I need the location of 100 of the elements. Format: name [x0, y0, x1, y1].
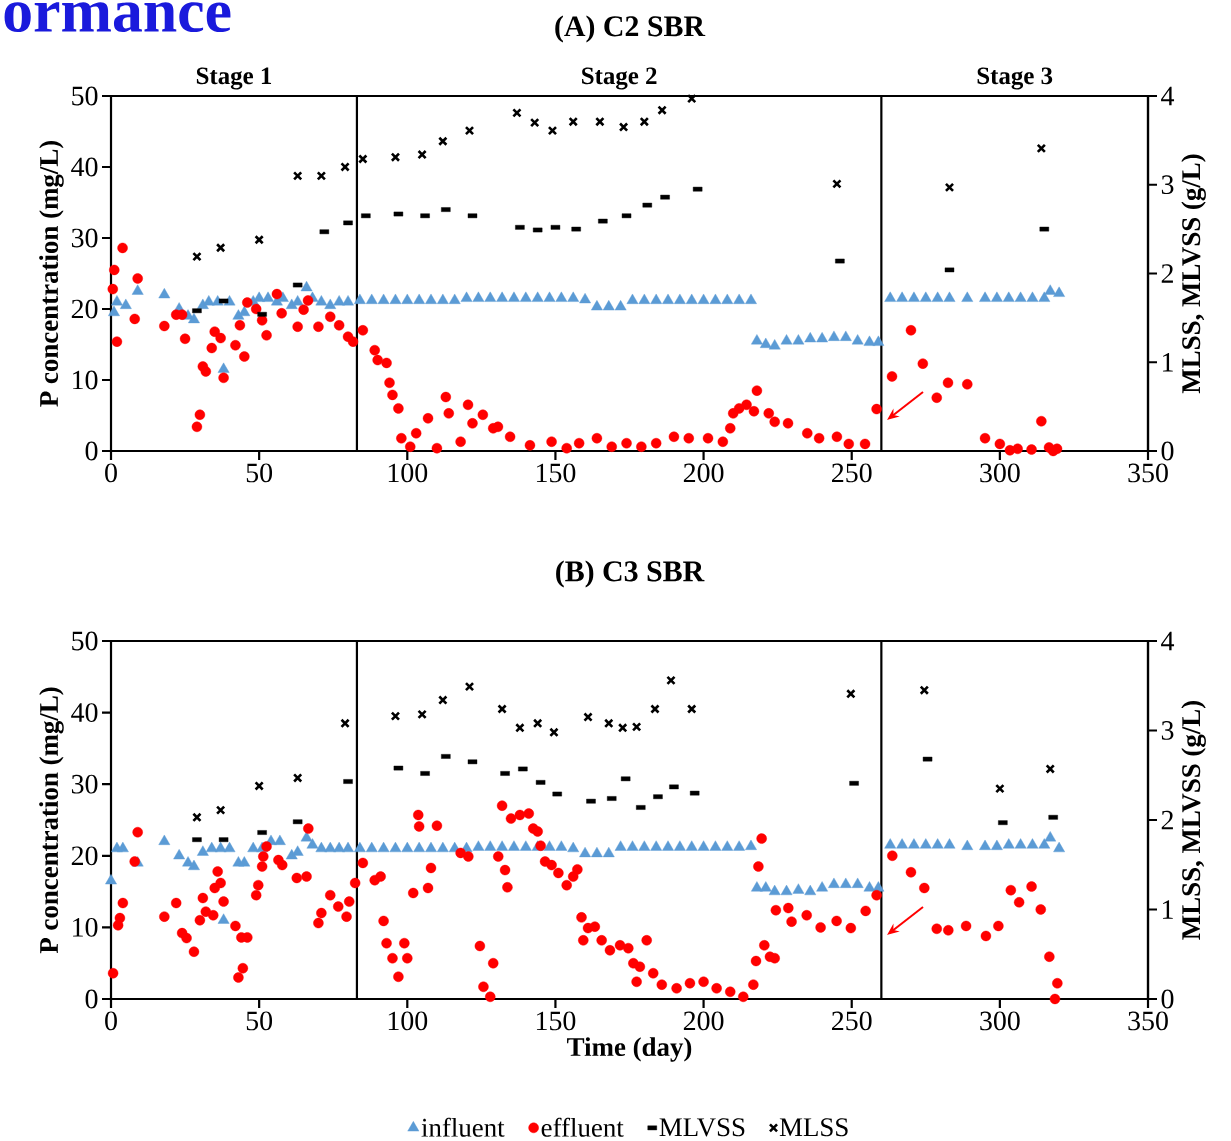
- y2-tick-label: 1: [1162, 900, 1173, 919]
- point: [686, 704, 697, 714]
- point: [686, 93, 697, 104]
- x-axis-title: Time (day): [567, 1037, 692, 1062]
- point: [292, 171, 303, 181]
- point: [464, 681, 475, 692]
- y-tick-label: 30: [71, 228, 98, 248]
- point: [390, 152, 401, 163]
- point: [192, 812, 202, 823]
- point: [497, 704, 507, 714]
- point: [1045, 764, 1056, 774]
- x-tick-label: 300: [980, 463, 1020, 483]
- point: [618, 122, 629, 132]
- point: [417, 709, 427, 720]
- y-tick-label: 10: [73, 917, 98, 937]
- point: [464, 125, 475, 136]
- point: [340, 162, 350, 172]
- chart-title: (B) C3 SBR: [556, 560, 705, 588]
- point: [583, 712, 593, 722]
- point: [358, 154, 368, 164]
- point: [639, 116, 650, 127]
- y2-tick-label: 4: [1161, 631, 1175, 651]
- y-tick-label: 10: [73, 370, 98, 390]
- legend-label: influent: [421, 1117, 505, 1137]
- x-tick-label: 200: [683, 463, 724, 483]
- point: [390, 711, 401, 721]
- point: [666, 675, 676, 686]
- y-tick-label: 50: [72, 86, 98, 106]
- point: [438, 695, 448, 705]
- y2-tick-label: 4: [1161, 86, 1175, 106]
- x-tick-label: 100: [388, 463, 428, 483]
- y2-axis-title: MLSS, MLVSS (g/L): [1181, 154, 1206, 394]
- y2-tick-label: 0: [1161, 441, 1174, 461]
- text: Stage 1: [196, 67, 272, 90]
- x-tick-label: 0: [105, 1011, 117, 1031]
- y-tick-label: 20: [71, 846, 98, 866]
- legend-label: effluent: [541, 1117, 624, 1137]
- point: [919, 685, 930, 696]
- point: [657, 105, 667, 116]
- x-tick-label: 100: [388, 1011, 428, 1031]
- point: [192, 251, 202, 262]
- point: [603, 718, 614, 729]
- y2-tick-label: 2: [1161, 810, 1173, 830]
- x-tick-label: 250: [832, 463, 872, 483]
- y-tick-label: 50: [72, 631, 98, 651]
- x-tick-label: 50: [246, 1011, 273, 1031]
- y-tick-label: 0: [85, 989, 98, 1009]
- point: [631, 722, 642, 732]
- y2-tick-label: 0: [1161, 989, 1174, 1009]
- point: [417, 149, 427, 160]
- y2-tick-label: 3: [1161, 175, 1174, 195]
- point: [515, 722, 525, 733]
- x-tick-label: 50: [246, 463, 273, 483]
- legend-label: MLSS: [779, 1118, 848, 1137]
- text: Stage 3: [977, 67, 1053, 90]
- x-tick-label: 300: [980, 1011, 1020, 1031]
- point: [846, 688, 856, 699]
- x-tick-label: 350: [1128, 1011, 1168, 1031]
- point: [532, 718, 543, 729]
- point: [438, 136, 448, 147]
- y-tick-label: 40: [71, 157, 98, 177]
- x-tick-label: 0: [105, 463, 117, 483]
- point: [995, 783, 1005, 794]
- point: [292, 773, 303, 783]
- point: [215, 805, 226, 815]
- point: [512, 108, 522, 118]
- point: [549, 727, 559, 738]
- y2-tick-label: 3: [1161, 721, 1174, 740]
- y-tick-label: 40: [71, 703, 98, 722]
- point: [254, 234, 264, 245]
- x-tick-label: 150: [536, 1011, 576, 1031]
- point: [1036, 143, 1047, 154]
- x-tick-label: 350: [1128, 463, 1168, 483]
- chart-title: (A) C2 SBR: [555, 15, 706, 43]
- point: [529, 117, 540, 128]
- y2-axis-title: MLSS, MLVSS (g/L): [1181, 700, 1206, 940]
- point: [254, 781, 264, 791]
- text: Stage 2: [582, 67, 657, 90]
- point: [650, 704, 660, 714]
- point: [215, 242, 226, 253]
- text: ormance: [4, 2, 231, 33]
- point: [568, 116, 579, 127]
- y2-tick-label: 1: [1162, 353, 1173, 372]
- legend-label: MLVSS: [659, 1118, 745, 1137]
- point: [595, 116, 605, 127]
- y-tick-label: 0: [85, 441, 98, 461]
- y-tick-label: 20: [71, 299, 98, 319]
- y2-tick-label: 2: [1161, 264, 1173, 283]
- x-tick-label: 200: [683, 1011, 724, 1031]
- y-axis-title: P concentration (mg/L): [39, 687, 64, 954]
- x-tick-label: 150: [536, 463, 576, 483]
- point: [617, 722, 628, 733]
- point: [340, 718, 350, 729]
- x-tick-label: 250: [832, 1011, 872, 1031]
- y-tick-label: 30: [71, 774, 98, 794]
- point: [547, 125, 558, 136]
- y-axis-title: P concentration (mg/L): [39, 140, 64, 407]
- point: [832, 179, 842, 189]
- point: [944, 182, 955, 193]
- point: [316, 171, 327, 181]
